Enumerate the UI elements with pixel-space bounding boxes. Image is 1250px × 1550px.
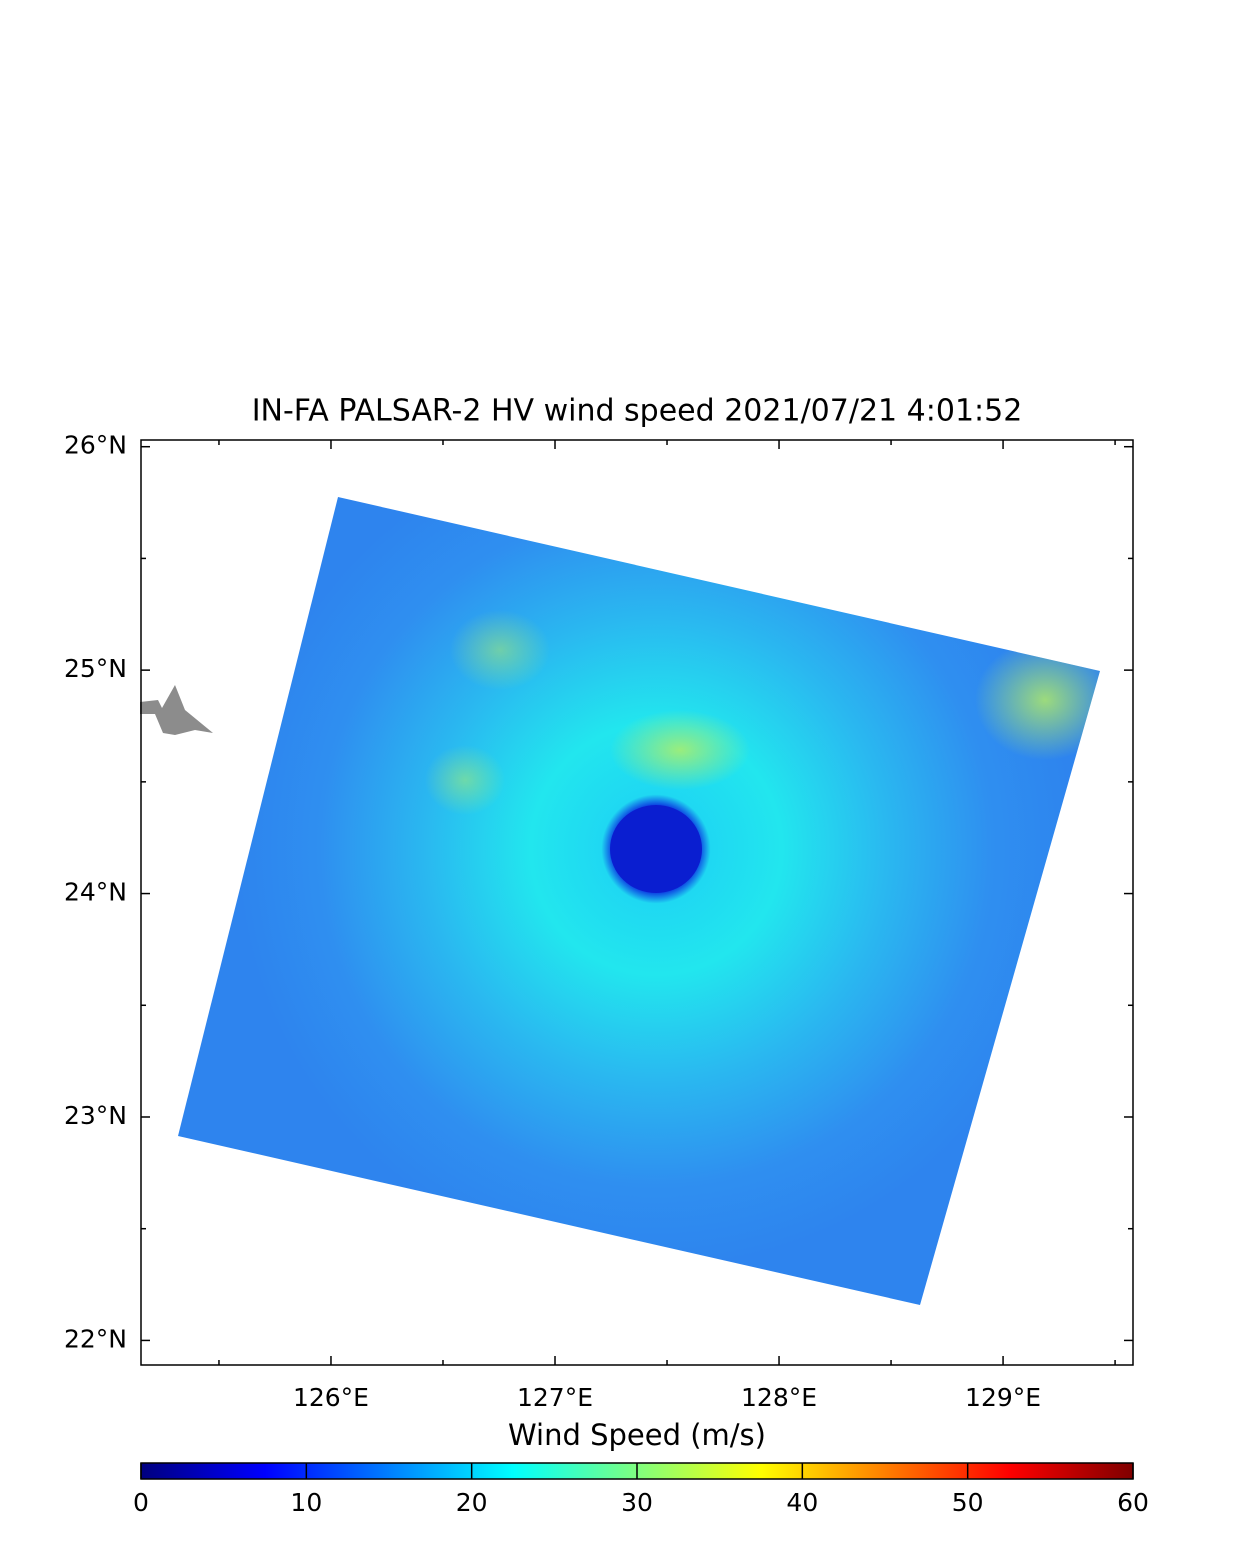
x-tick-label: 127°E [517, 1383, 593, 1412]
colorbar-tick-label: 10 [290, 1488, 322, 1517]
colorbar-tick-label: 20 [456, 1488, 488, 1517]
colorbar-tick-label: 40 [786, 1488, 818, 1517]
x-tick-label: 128°E [741, 1383, 817, 1412]
colorbar-tick-label: 0 [133, 1488, 149, 1517]
frame [140, 439, 1134, 1366]
land [140, 685, 213, 735]
y-tick-label: 24°N [64, 878, 127, 907]
wind-swath [178, 497, 1100, 1305]
x-tick-label: 129°E [965, 1383, 1041, 1412]
y-tick-label: 22°N [64, 1324, 127, 1353]
colorbar-tick-label: 60 [1117, 1488, 1149, 1517]
x-tick-label: 126°E [293, 1383, 369, 1412]
colorbar-label: Wind Speed (m/s) [508, 1418, 766, 1452]
y-tick-label: 25°N [64, 654, 127, 683]
colorbar-tick-label: 50 [952, 1488, 984, 1517]
y-tick-label: 23°N [64, 1101, 127, 1130]
colorbar-tick-label: 30 [621, 1488, 653, 1517]
title: IN-FA PALSAR-2 HV wind speed 2021/07/21 … [252, 394, 1023, 429]
y-tick-label: 26°N [64, 431, 127, 460]
